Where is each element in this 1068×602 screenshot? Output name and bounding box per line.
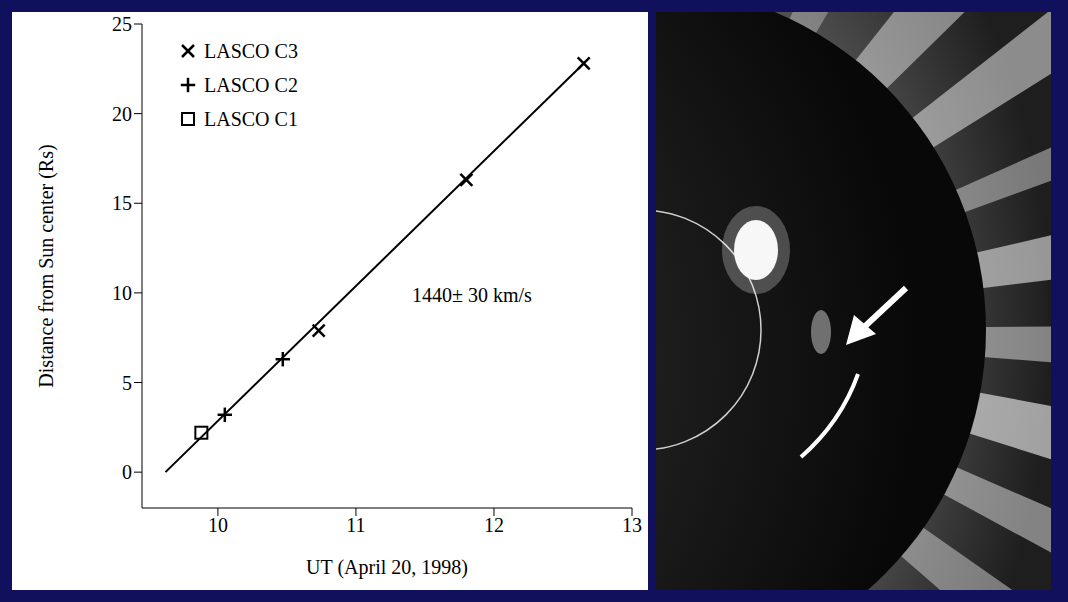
svg-text:10: 10 — [112, 282, 132, 304]
svg-text:11: 11 — [346, 514, 365, 536]
svg-text:Distance from Sun center (Rs): Distance from Sun center (Rs) — [35, 144, 58, 387]
html-text:LASCO C1: LASCO C1 — [204, 107, 298, 130]
svg-text:0: 0 — [122, 461, 132, 483]
svg-text:12: 12 — [484, 514, 504, 536]
svg-text:5: 5 — [122, 372, 132, 394]
svg-text:UT (April 20, 1998): UT (April 20, 1998) — [306, 556, 468, 579]
svg-text:15: 15 — [112, 192, 132, 214]
svg-text:13: 13 — [622, 514, 642, 536]
html-text:LASCO C2: LASCO C2 — [204, 73, 298, 96]
html-text:1440± 30 km/s: 1440± 30 km/s — [412, 284, 532, 306]
svg-text:25: 25 — [112, 13, 132, 35]
svg-text:10: 10 — [208, 514, 228, 536]
svg-text:20: 20 — [112, 103, 132, 125]
html-text:LASCO C3: LASCO C3 — [204, 39, 298, 62]
